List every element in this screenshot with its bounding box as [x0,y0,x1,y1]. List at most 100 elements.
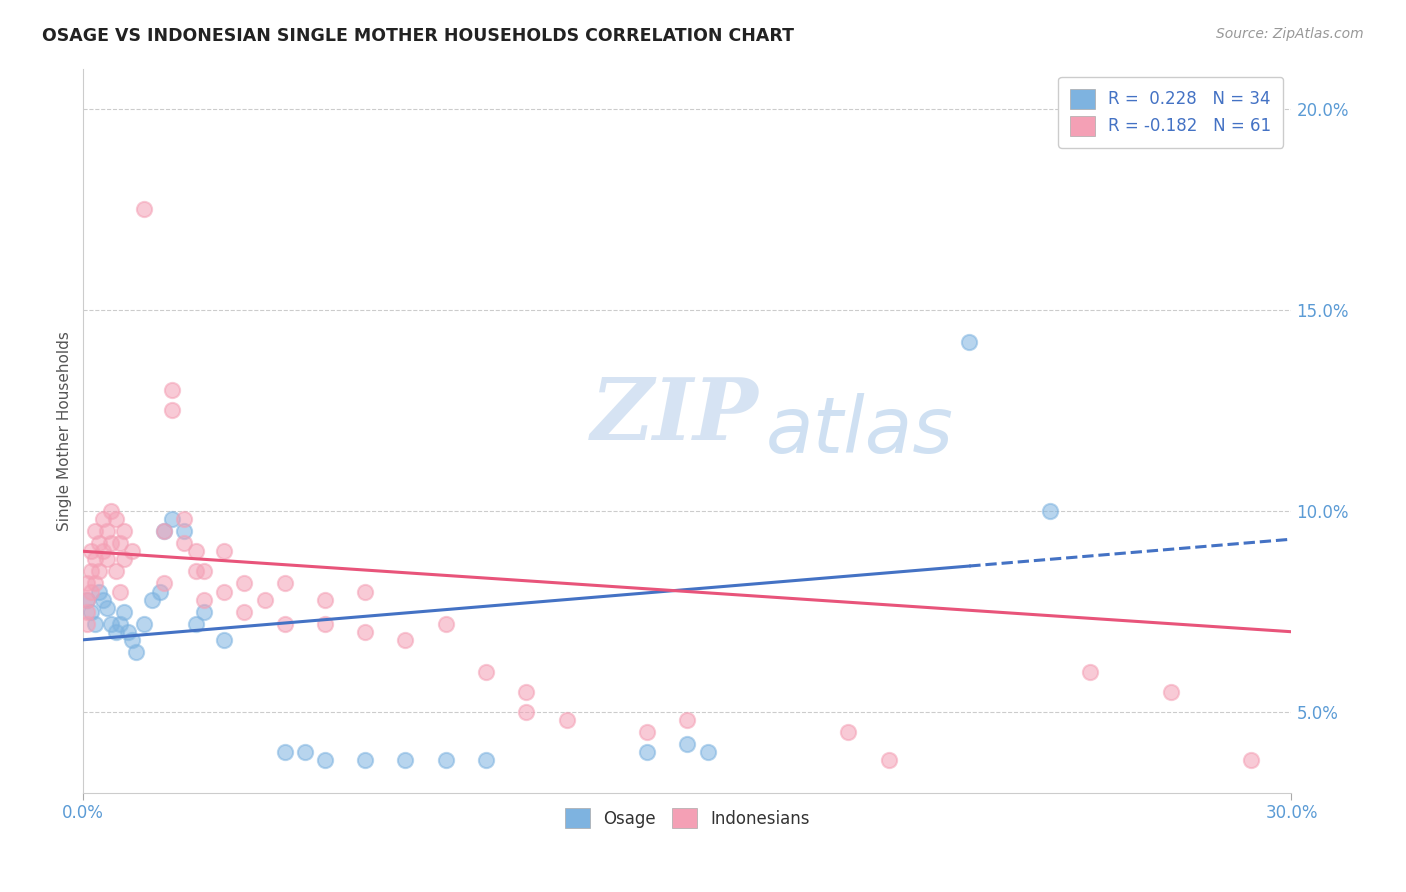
Point [294,746,316,760]
Point [212,584,235,599]
Point [153,576,176,591]
Point [80,544,103,558]
Point [80,605,103,619]
Point [76,616,98,631]
Y-axis label: Single Mother Households: Single Mother Households [58,331,72,531]
Point [96,552,118,566]
Point [253,592,276,607]
Point [475,665,498,679]
Point [89,584,111,599]
Point [233,576,256,591]
Point [149,584,172,599]
Point [184,616,207,631]
Point [212,544,235,558]
Point [108,584,131,599]
Point [80,584,103,599]
Point [100,536,122,550]
Text: atlas: atlas [766,392,953,468]
Point [193,592,215,607]
Point [76,576,98,591]
Point [515,685,537,699]
Point [84,576,107,591]
Point [76,592,98,607]
Point [108,536,131,550]
Point [121,544,143,558]
Point [696,746,718,760]
Point [184,565,207,579]
Point [273,746,295,760]
Point [173,524,195,538]
Point [1160,685,1182,699]
Point [93,544,115,558]
Point [93,592,115,607]
Point [100,616,122,631]
Point [1078,665,1101,679]
Point [314,754,336,768]
Point [1240,754,1263,768]
Point [434,754,457,768]
Point [160,403,183,417]
Point [1039,504,1062,518]
Point [112,605,135,619]
Point [957,334,980,349]
Point [273,616,295,631]
Point [475,754,498,768]
Point [193,605,215,619]
Point [84,552,107,566]
Point [354,754,377,768]
Point [314,592,336,607]
Point [124,645,146,659]
Point [96,600,118,615]
Point [132,202,155,217]
Point [84,616,107,631]
Point [184,544,207,558]
Point [314,616,336,631]
Point [394,632,416,647]
Point [104,565,127,579]
Point [104,512,127,526]
Point [132,616,155,631]
Text: Source: ZipAtlas.com: Source: ZipAtlas.com [1216,27,1364,41]
Point [193,565,215,579]
Point [93,512,115,526]
Point [153,524,176,538]
Legend: Osage, Indonesians: Osage, Indonesians [558,801,817,835]
Point [104,624,127,639]
Point [173,512,195,526]
Point [434,616,457,631]
Point [676,738,699,752]
Point [141,592,163,607]
Point [212,632,235,647]
Point [112,552,135,566]
Point [173,536,195,550]
Point [636,725,658,739]
Point [160,384,183,398]
Point [273,576,295,591]
Point [121,632,143,647]
Point [877,754,900,768]
Point [80,565,103,579]
Point [96,524,118,538]
Point [676,713,699,727]
Point [84,524,107,538]
Point [100,504,122,518]
Point [354,584,377,599]
Text: ZIP: ZIP [591,375,759,458]
Point [555,713,578,727]
Point [108,616,131,631]
Point [89,565,111,579]
Text: OSAGE VS INDONESIAN SINGLE MOTHER HOUSEHOLDS CORRELATION CHART: OSAGE VS INDONESIAN SINGLE MOTHER HOUSEH… [42,27,794,45]
Point [233,605,256,619]
Point [76,592,98,607]
Point [515,705,537,719]
Point [160,512,183,526]
Point [76,605,98,619]
Point [394,754,416,768]
Point [153,524,176,538]
Point [636,746,658,760]
Point [89,536,111,550]
Point [354,624,377,639]
Point [837,725,859,739]
Point [112,524,135,538]
Point [117,624,139,639]
